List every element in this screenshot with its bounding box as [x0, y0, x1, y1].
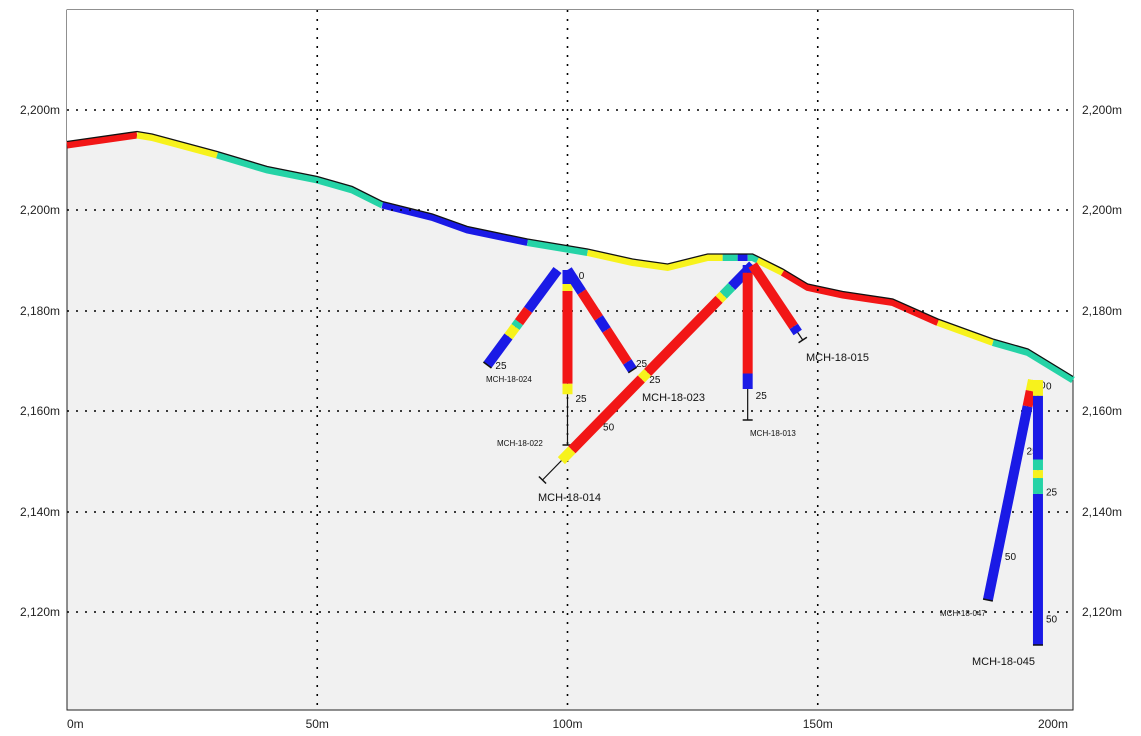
- hole-interval: [789, 323, 802, 336]
- drill-hole: 25 50: [538, 261, 757, 485]
- x-tick-label: 0m: [67, 717, 84, 731]
- hole-end-tick: [627, 366, 638, 374]
- hole-interval: [644, 295, 723, 376]
- y-tick-label-right: 2,140m: [1082, 505, 1122, 519]
- x-tick-label: 200m: [1038, 717, 1068, 731]
- hole-interval: [1025, 378, 1038, 393]
- depth-label: 50: [1046, 615, 1058, 626]
- depth-label: 25: [495, 361, 507, 372]
- hole-interval: [511, 319, 523, 330]
- y-tick-label-left: 2,200m: [20, 203, 60, 217]
- hole-interval: [719, 283, 736, 299]
- topo-segment: [936, 319, 995, 346]
- hole-interval: [623, 359, 637, 373]
- hole-interval: [983, 405, 1033, 602]
- hole-interval: [514, 306, 533, 326]
- hole-label: MCH-18-047: [940, 609, 986, 618]
- y-tick-label-right: 2,120m: [1082, 605, 1122, 619]
- y-tick-label-left: 2,140m: [20, 505, 60, 519]
- topo-segment: [66, 131, 138, 149]
- drill-holes: 25250252550250255002550MCH-18-024MCH-18-…: [482, 261, 1058, 668]
- topo-segment: [136, 131, 219, 159]
- topo-segment: [381, 201, 529, 246]
- depth-label: 50: [1005, 552, 1017, 563]
- hole-interval: [557, 446, 576, 465]
- x-tick-label: 50m: [306, 717, 329, 731]
- y-tick-label-left: 2,120m: [20, 605, 60, 619]
- depth-label: 50: [603, 422, 615, 433]
- hole-label: MCH-18-015: [806, 352, 869, 364]
- hole-interval: [748, 262, 798, 330]
- hole-end-tick: [982, 598, 993, 602]
- depth-label: 25: [636, 359, 648, 370]
- hole-interval: [715, 291, 727, 303]
- drill-hole: 0 25: [563, 267, 648, 374]
- hole-interval: [483, 333, 513, 368]
- y-tick-label-right: 2,200m: [1082, 103, 1122, 117]
- drill-hole: 25: [482, 267, 562, 372]
- hole-interval: [524, 267, 562, 313]
- depth-label: 25: [756, 391, 768, 402]
- hole-end-tick: [482, 361, 492, 369]
- drill-hole: 0 25 50: [1032, 380, 1058, 646]
- hole-label: MCH-18-023: [642, 392, 705, 404]
- y-tick-label-left: 2,160m: [20, 404, 60, 418]
- axis-labels: 0m 50m 100m 150m 200m 2,200m 2,200m 2,200m 2,200…: [20, 103, 1122, 731]
- topo-segment: [780, 269, 940, 326]
- hole-end-tick: [538, 475, 547, 485]
- hole-interval: [504, 324, 520, 340]
- topo-segment: [756, 256, 785, 276]
- depth-label: 0: [1040, 380, 1046, 391]
- hole-label: MCH-18-045: [972, 656, 1035, 668]
- x-tick-label: 100m: [552, 717, 582, 731]
- topo-segment: [526, 239, 589, 256]
- hole-end-tick: [798, 336, 808, 344]
- hole-interval: [1022, 389, 1036, 408]
- depth-label: 25: [1027, 446, 1039, 457]
- hole-label: MCH-18-022: [497, 439, 543, 448]
- grid-lines: [67, 10, 1073, 710]
- depth-label: 25: [649, 375, 661, 386]
- y-tick-label-right: 2,200m: [1082, 203, 1122, 217]
- hole-label: MCH-18-013: [750, 429, 796, 438]
- drill-hole: 0 25 50: [982, 378, 1046, 602]
- y-tick-label-right: 2,180m: [1082, 304, 1122, 318]
- topo-segment: [747, 254, 760, 264]
- drill-hole: [748, 262, 808, 344]
- y-tick-label-left: 2,180m: [20, 304, 60, 318]
- depth-label: 25: [575, 394, 587, 405]
- y-tick-label-left: 2,200m: [20, 103, 60, 117]
- topo-segment: [216, 151, 384, 209]
- depth-label: 0: [1046, 381, 1052, 392]
- y-tick-label-right: 2,160m: [1082, 404, 1122, 418]
- hole-interval: [563, 267, 587, 295]
- topography-profile: [66, 10, 1075, 383]
- drill-hole: 25: [742, 265, 768, 421]
- hole-label: MCH-18-014: [538, 492, 601, 504]
- topo-outline: [66, 130, 1074, 378]
- topo-segment: [991, 339, 1075, 383]
- hole-interval: [594, 315, 611, 333]
- depth-label: 25: [1046, 487, 1058, 498]
- hole-label: MCH-18-024: [486, 375, 532, 384]
- depth-label: 0: [579, 271, 585, 282]
- x-tick-label: 150m: [803, 717, 833, 731]
- hole-interval: [602, 327, 632, 365]
- hole-interval: [577, 289, 603, 321]
- hole-interval: [568, 375, 645, 454]
- hole-interval: [637, 369, 652, 383]
- topo-segment: [586, 249, 723, 272]
